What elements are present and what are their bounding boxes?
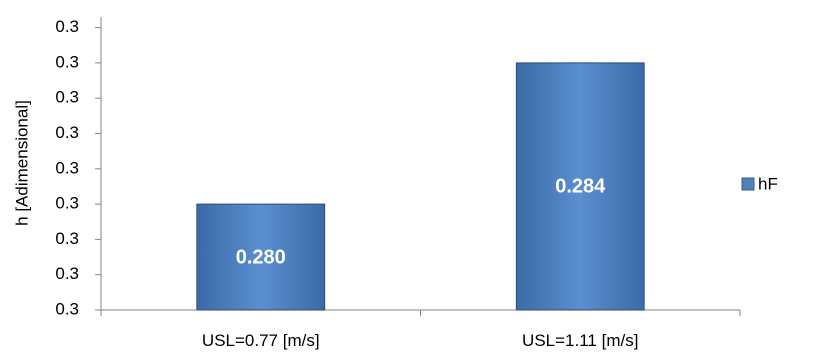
x-axis: USL=0.77 [m/s] USL=1.11 [m/s] [100, 309, 741, 350]
data-label: 0.284 [555, 176, 606, 198]
bar-hF [515, 62, 645, 311]
y-axis: 0.3 0.3 0.3 0.3 0.3 0.3 0.3 0.3 0.3 [55, 17, 102, 318]
y-tick-label: 0.3 [55, 229, 79, 248]
y-axis-title: h [Adimensional] [12, 100, 31, 226]
data-label: 0.280 [236, 246, 286, 268]
bars [196, 62, 645, 311]
y-tick-label: 0.3 [55, 88, 79, 107]
x-category-label: USL=1.11 [m/s] [522, 331, 638, 350]
y-tick-label: 0.3 [55, 52, 79, 71]
data-labels: 0.280 0.284 [236, 176, 606, 269]
y-tick-label: 0.3 [55, 194, 79, 213]
y-tick-label: 0.3 [55, 264, 79, 283]
x-category-label: USL=0.77 [m/s] [202, 331, 320, 350]
legend: hF [741, 174, 778, 193]
legend-swatch-hF [741, 177, 755, 191]
y-tick-label: 0.3 [55, 123, 79, 142]
y-tick-label: 0.3 [55, 158, 79, 177]
legend-label-hF: hF [758, 174, 778, 193]
y-tick-label: 0.3 [55, 299, 79, 318]
y-tick-label: 0.3 [55, 17, 79, 36]
bar-hF [196, 203, 326, 311]
